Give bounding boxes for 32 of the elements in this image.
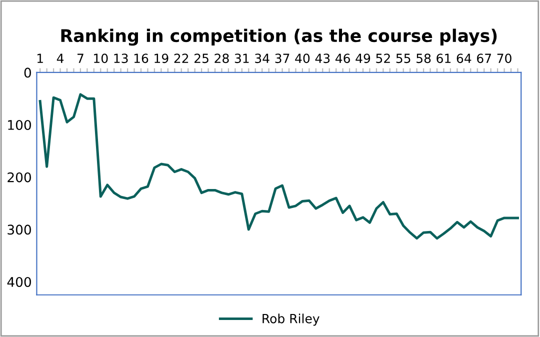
- line-series: [38, 93, 519, 240]
- x-tick-label: 37: [275, 54, 290, 64]
- chart-title: Ranking in competition (as the course plays): [61, 28, 497, 46]
- x-tick-label: 25: [194, 54, 208, 64]
- legend-label: Rob Riley: [262, 314, 320, 326]
- x-tick-label: 52: [376, 54, 390, 64]
- x-tick-label: 58: [416, 54, 431, 64]
- x-tick-label: 61: [436, 54, 451, 64]
- x-tick-label: 7: [78, 54, 84, 63]
- x-tick-label: 1: [37, 54, 43, 63]
- x-tick-label: 19: [154, 54, 168, 64]
- x-tick-label: 28: [214, 54, 229, 64]
- x-tick-label: 16: [134, 54, 148, 64]
- x-tick-label: 70: [497, 54, 512, 64]
- y-tick-label: 100: [8, 120, 31, 130]
- x-tick-label: 46: [335, 54, 350, 64]
- y-tick-label: 200: [8, 172, 31, 182]
- x-tick-label: 10: [94, 54, 108, 64]
- x-tick-label: 22: [174, 54, 188, 63]
- x-tick-label: 13: [114, 54, 128, 64]
- x-tick-label: 31: [234, 54, 249, 64]
- x-tick-label: 49: [356, 54, 370, 64]
- x-tick-label: 67: [477, 54, 491, 64]
- x-tick-label: 4: [56, 54, 64, 63]
- y-tick-label: 300: [8, 224, 31, 235]
- y-tick-label: 0: [24, 68, 31, 78]
- x-tick-label: 64: [456, 54, 472, 64]
- y-tick-label: 400: [7, 277, 31, 287]
- x-tick-label: 40: [295, 54, 310, 64]
- x-tick-label: 34: [255, 54, 270, 64]
- x-tick-label: 55: [396, 54, 410, 64]
- x-tick-label: 43: [315, 54, 330, 64]
